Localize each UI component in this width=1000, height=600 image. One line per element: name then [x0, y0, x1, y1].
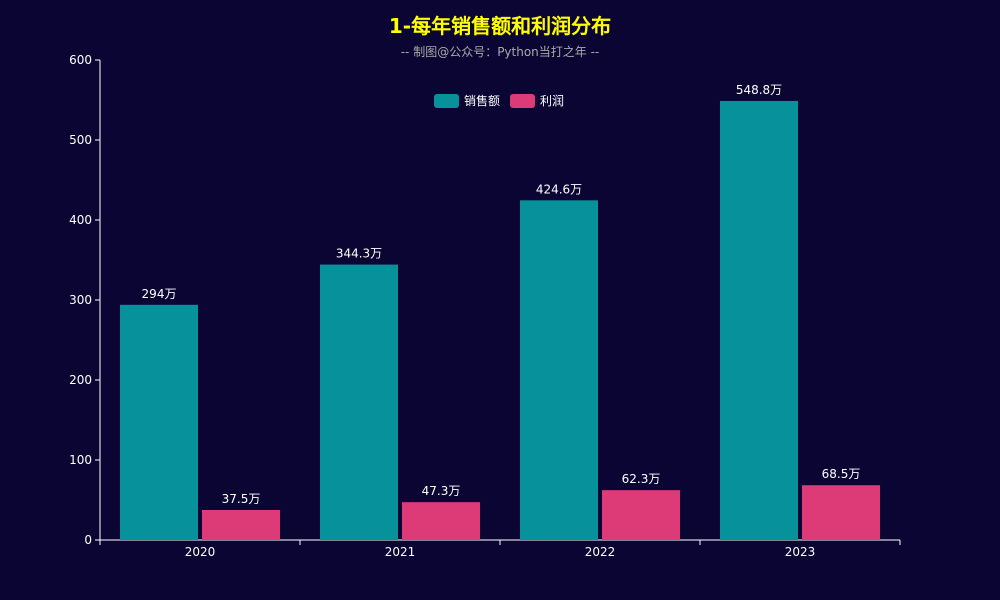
legend-item-profit[interactable]: 利润 — [510, 92, 564, 109]
x-tick-label: 2020 — [185, 545, 216, 559]
bar-sales — [320, 264, 398, 540]
data-label-profit: 47.3万 — [422, 484, 461, 498]
data-label-sales: 344.3万 — [336, 247, 382, 261]
bar-sales — [520, 200, 598, 540]
bar-sales — [720, 100, 798, 541]
bar-sales — [120, 304, 198, 540]
data-label-sales: 424.6万 — [536, 182, 582, 196]
y-tick-label: 500 — [69, 133, 92, 147]
legend-swatch-profit — [510, 93, 536, 108]
data-label-profit: 37.5万 — [222, 492, 261, 506]
legend: 销售额 利润 — [434, 92, 564, 109]
bar-profit — [802, 485, 880, 540]
y-tick-label: 400 — [69, 213, 92, 227]
legend-label-sales: 销售额 — [464, 94, 501, 108]
chart-title: 1-每年销售额和利润分布 — [388, 14, 612, 38]
data-label-sales: 548.8万 — [736, 83, 782, 97]
legend-swatch-sales — [434, 93, 459, 108]
y-tick-label: 600 — [69, 53, 92, 67]
legend-label-profit: 利润 — [540, 94, 565, 108]
y-tick-label: 100 — [69, 453, 92, 467]
data-label-profit: 68.5万 — [822, 467, 861, 481]
x-tick-label: 2022 — [585, 545, 616, 559]
x-tick-label: 2021 — [385, 545, 416, 559]
chart-subtitle: -- 制图@公众号：Python当打之年 -- — [400, 45, 600, 59]
bar-profit — [202, 510, 280, 540]
x-tick-label: 2023 — [785, 545, 816, 559]
y-tick-label: 300 — [69, 293, 92, 307]
bar-profit — [602, 490, 680, 540]
legend-item-sales[interactable]: 销售额 — [434, 92, 500, 109]
bar-profit — [402, 502, 480, 540]
data-label-sales: 294万 — [142, 287, 177, 301]
data-label-profit: 62.3万 — [622, 472, 661, 486]
y-tick-label: 200 — [69, 373, 92, 387]
y-tick-label: 0 — [84, 533, 92, 547]
